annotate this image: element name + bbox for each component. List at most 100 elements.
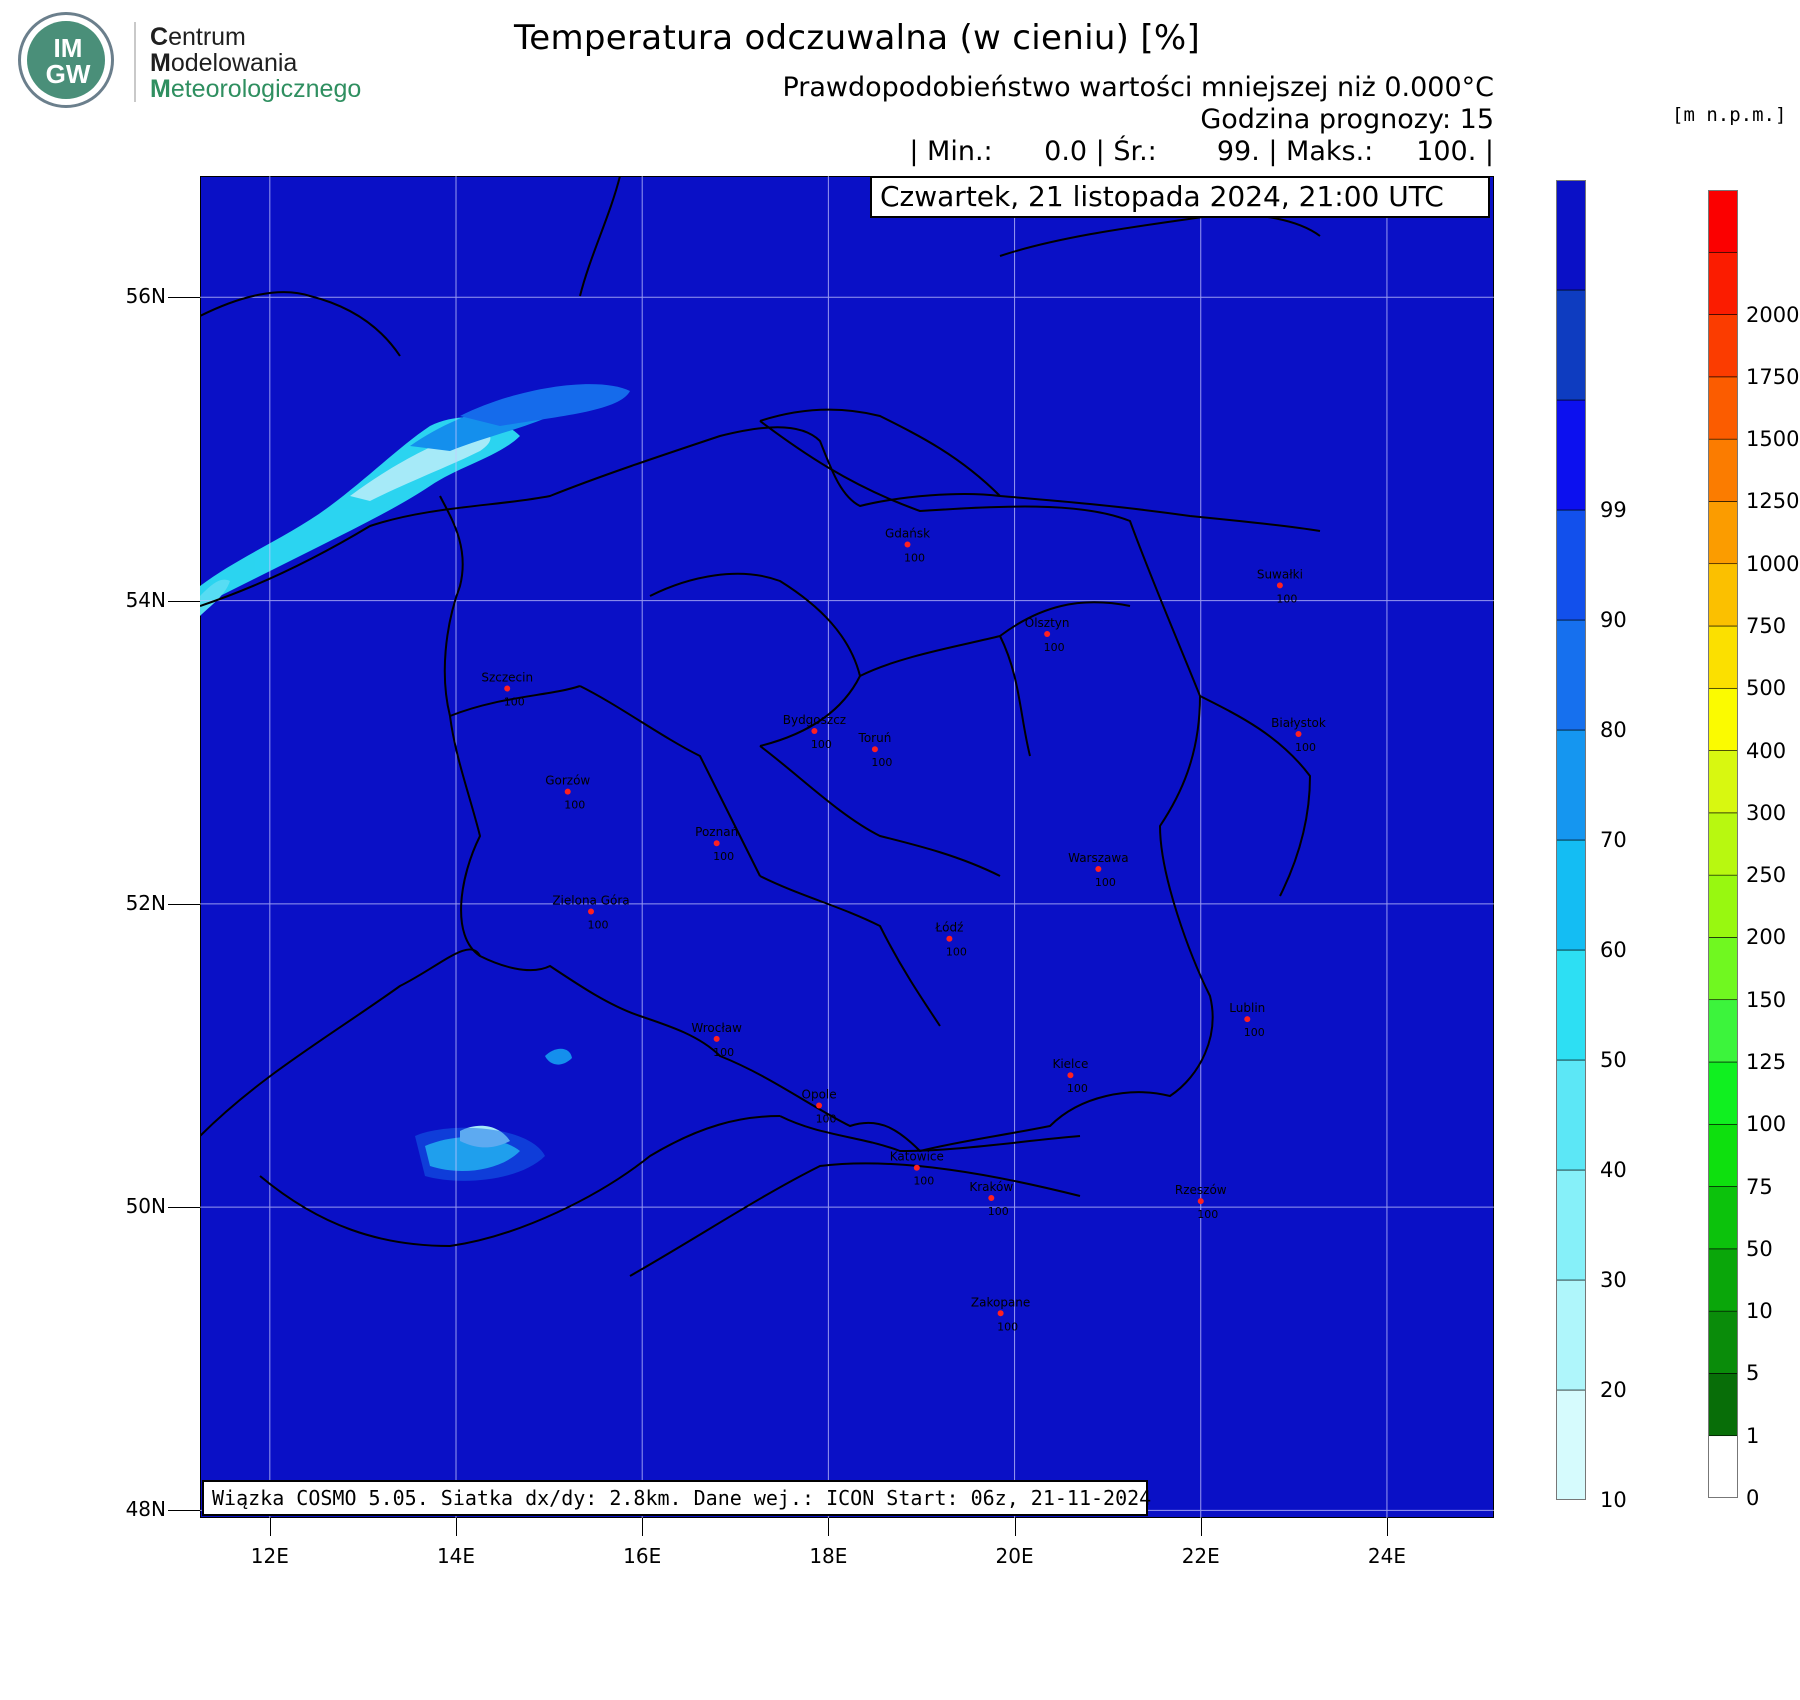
city-value: 100 — [1095, 876, 1116, 889]
city-name: Warszawa — [1068, 851, 1128, 865]
map-subtitle-forecast-hour: Godzina prognozy: 15 — [1200, 104, 1494, 135]
city-value: 100 — [1276, 592, 1297, 605]
org-name-line3: Meteorologicznego — [150, 75, 362, 103]
city-dot — [1244, 1016, 1251, 1023]
city-dot — [871, 746, 878, 753]
regions-5 — [999, 601, 1131, 637]
colorbar-label: 750 — [1746, 614, 1787, 638]
colorbar-segment — [1556, 1279, 1586, 1391]
logo-badge — [27, 21, 105, 99]
city-marker: Rzeszów 100 — [1175, 1183, 1227, 1221]
colorbar-segment — [1708, 687, 1738, 751]
city-name: Katowice — [890, 1150, 944, 1164]
colorbar-label: 1 — [1746, 1423, 1760, 1448]
longitude-tick — [1200, 1518, 1202, 1536]
city-name: Olsztyn — [1025, 616, 1070, 630]
valid-time-label: Czwartek, 21 listopada 2024, 21:00 UTC — [870, 176, 1490, 218]
latitude-tick-label: 52N — [125, 890, 166, 915]
city-value: 100 — [811, 738, 832, 751]
colorbar-label: 5 — [1746, 1361, 1760, 1386]
colorbar-segment — [1556, 1169, 1586, 1281]
regions-2 — [859, 634, 1031, 757]
org-name-line2: Modelowania — [150, 49, 298, 77]
colorbar-segment — [1708, 376, 1738, 440]
colorbar-label: 200 — [1746, 925, 1787, 950]
city-value: 100 — [913, 1175, 934, 1188]
colorbar-segment — [1556, 949, 1586, 1061]
city-value: 100 — [871, 756, 892, 769]
city-value: 100 — [587, 918, 608, 931]
colorbar-segment — [1556, 1059, 1586, 1171]
latitude-tick-label: 54N — [125, 587, 166, 612]
colorbar-segment — [1708, 937, 1738, 1001]
city-marker: Gorzów 100 — [545, 774, 590, 812]
colorbar-label: 1750 — [1746, 364, 1800, 389]
latitude-tick-label: 56N — [125, 284, 166, 309]
colorbar-label: 70 — [1600, 828, 1627, 852]
logo-divider — [134, 22, 136, 102]
regions-1 — [649, 572, 862, 747]
longitude-tick-label: 22E — [1181, 1544, 1220, 1568]
city-dot — [913, 1164, 920, 1171]
colorbar-segment — [1708, 563, 1738, 627]
city-name: Zielona Góra — [552, 893, 629, 907]
city-value: 100 — [904, 551, 925, 564]
longitude-tick-label: 14E — [436, 1544, 476, 1568]
city-marker: Łódź 100 — [934, 921, 967, 959]
colorbar-segment — [1708, 999, 1738, 1063]
city-dot — [713, 1035, 720, 1042]
colorbar-label: 1500 — [1746, 427, 1800, 452]
city-dot — [564, 788, 571, 795]
city-marker: Kraków 100 — [969, 1180, 1013, 1218]
map-subtitle-probability: Prawdopodobieństwo wartości mniejszej ni… — [782, 72, 1494, 103]
city-value: 100 — [988, 1205, 1009, 1218]
coastline — [200, 426, 1321, 607]
colorbar-label: 125 — [1746, 1050, 1787, 1074]
colorbar-segment — [1708, 314, 1738, 378]
city-dot — [1067, 1072, 1074, 1079]
colorbar-segment — [1708, 190, 1738, 253]
colorbar-frame — [1556, 180, 1586, 1500]
city-dot — [904, 541, 911, 548]
city-markers: Gdańsk 100 Suwałki 100 Olsztyn 100 Szczecin 100… — [481, 526, 1326, 1333]
colorbar-label: 10 — [1600, 1488, 1627, 1512]
colorbar-label: 300 — [1746, 800, 1787, 825]
colorbar-label: 10 — [1746, 1299, 1773, 1324]
colorbar-segment — [1708, 874, 1738, 938]
north-lithuania — [999, 213, 1321, 257]
colorbar-label: 40 — [1600, 1158, 1627, 1182]
city-marker: Suwałki 100 — [1257, 567, 1303, 605]
city-dot — [1197, 1198, 1204, 1205]
org-name-line1: Centrum — [150, 23, 246, 51]
city-marker: Zielona Góra 100 — [552, 893, 629, 931]
city-dot — [1276, 582, 1283, 589]
city-marker: Lublin 100 — [1229, 1001, 1265, 1039]
longitude-tick — [1014, 1518, 1016, 1536]
regions-6 — [759, 875, 941, 1027]
city-marker: Gdańsk 100 — [885, 526, 930, 564]
latitude-tick — [168, 297, 200, 299]
longitude-tick-label: 18E — [809, 1544, 848, 1568]
colorbar-label: 75 — [1746, 1174, 1773, 1199]
city-value: 100 — [1044, 641, 1065, 654]
colorbar-label: 90 — [1600, 608, 1627, 632]
city-value: 100 — [1067, 1082, 1088, 1095]
longitude-tick — [828, 1518, 830, 1536]
city-name: Łódź — [934, 921, 963, 935]
city-dot — [587, 908, 594, 915]
map-title: Temperatura odczuwalna (w cieniu) [%] — [514, 18, 1201, 58]
colorbar-label: 60 — [1600, 938, 1627, 962]
colorbar-segment — [1708, 501, 1738, 565]
colorbar-segment — [1556, 839, 1586, 951]
city-value: 100 — [997, 1320, 1018, 1333]
colorbar-segment — [1708, 1123, 1738, 1187]
colorbar-label: 500 — [1746, 676, 1787, 701]
colorbar-frame — [1708, 190, 1738, 1498]
latitude-tick — [168, 903, 200, 905]
colorbar-segment — [1708, 1061, 1738, 1125]
logo-badge-text: IM GW — [45, 33, 91, 89]
city-name: Szczecin — [481, 671, 533, 685]
baltic-coast-north — [759, 408, 1001, 497]
city-marker: Wrocław 100 — [691, 1021, 742, 1059]
longitude-tick-label: 16E — [623, 1544, 662, 1568]
